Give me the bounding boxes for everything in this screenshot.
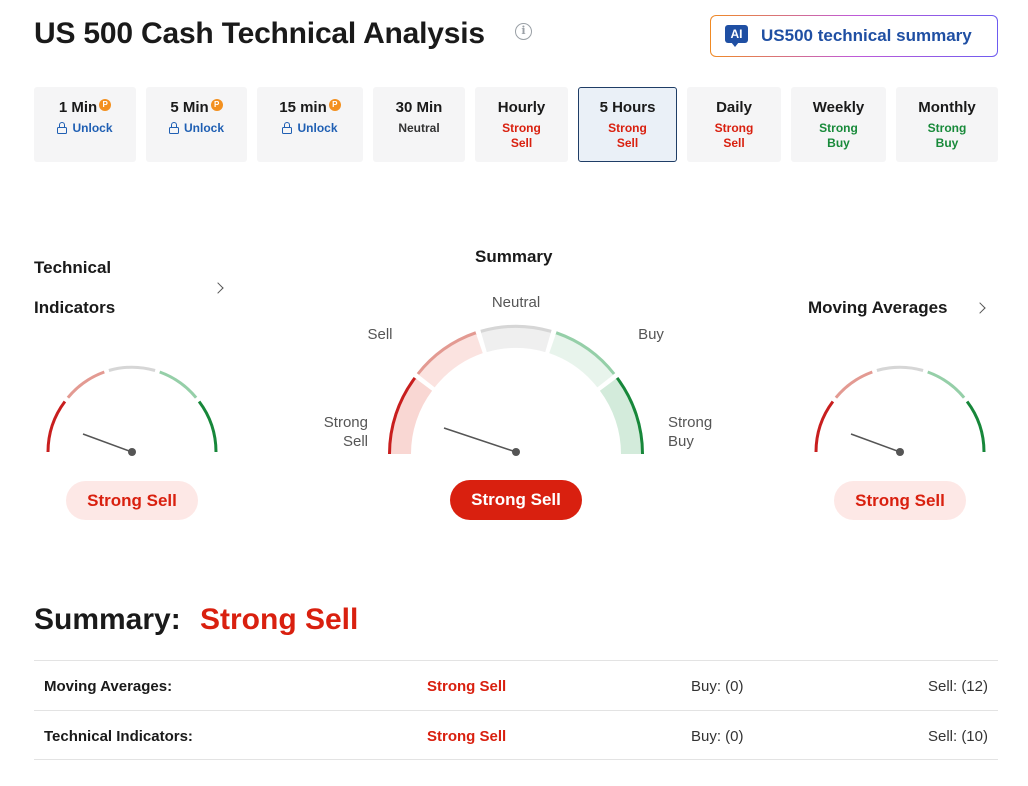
gauge-pivot [512,448,520,456]
row-name: Technical Indicators: [44,728,193,745]
info-icon[interactable]: i [515,23,532,40]
gauge-label-sell: Sell [367,326,393,343]
ai-button-label: US500 technical summary [761,26,972,45]
summary-row-moving-averages: Moving Averages: Strong Sell Buy: (0) Se… [34,660,998,710]
premium-icon: P [328,99,341,111]
summary-heading: Summary: [34,603,181,636]
summary-outer-strong-sell [387,376,417,455]
timeframe-status: Strong Sell [608,121,647,150]
gauge-needle [850,433,901,453]
timeframe-status: Neutral [398,121,440,135]
row-signal: Strong Sell [427,728,507,745]
timeframe-label: 5 Hours [599,99,656,116]
row-name: Moving Averages: [44,678,173,695]
summary-band-buy [548,334,614,388]
timeframe-label: 15 min [279,99,327,116]
page-title: US 500 Cash Technical Analysis [34,17,485,50]
row-buy-count: Buy: (0) [691,728,744,745]
summary-gauge [387,324,645,456]
timeframe-tab-5hours[interactable]: 5 Hours Strong Sell [578,87,677,162]
lock-icon [168,122,179,134]
summary-band-neutral [481,327,551,353]
summary-table: Moving Averages: Strong Sell Buy: (0) Se… [34,660,998,760]
timeframe-label: 5 Min [170,99,209,116]
timeframe-status: Strong Buy [819,121,858,150]
row-signal: Strong Sell [427,678,507,695]
technical-indicators-gauge [46,365,218,456]
timeframe-tab-hourly[interactable]: Hourly Strong Sell [475,87,568,162]
summary-outer-sell [416,331,477,376]
summary-band-strong-buy [599,378,642,455]
summary-outer-neutral [480,324,552,334]
moving-averages-title[interactable]: Moving Averages [808,298,948,317]
gauge-needle [443,427,517,453]
summary-outer-buy [555,331,616,376]
gauge-label-strong-sell: Strong Sell [323,414,368,450]
summary-band-sell [418,334,484,388]
lock-icon [282,122,293,134]
gauge-segment-strong-buy [965,400,986,453]
timeframe-label: Monthly [918,99,976,116]
timeframe-label: 1 Min [58,99,98,116]
timeframe-status: Strong Sell [714,121,754,150]
gauge-segment-strong-sell [814,400,835,453]
timeframe-tab-weekly[interactable]: Weekly Strong Buy [791,87,886,162]
timeframe-label: Weekly [812,99,865,116]
summary-gauge-title: Summary [475,247,553,266]
gauge-segment-strong-buy [197,400,218,453]
timeframe-tab-30min[interactable]: 30 Min Neutral [373,87,465,162]
moving-averages-result: Strong Sell [834,481,966,520]
technical-indicators-title[interactable]: Technical [34,258,112,277]
timeframe-tab-5min[interactable]: 5 Min P Unlock [146,87,247,162]
timeframe-label: Hourly [497,99,546,116]
gauge-label-buy: Buy [638,326,664,343]
timeframe-label: 30 Min [395,99,443,116]
gauge-pivot [896,448,904,456]
gauge-segment-strong-sell [46,400,67,453]
timeframe-tab-15min[interactable]: 15 min P Unlock [257,87,363,162]
row-sell-count: Sell: (12) [927,678,988,695]
premium-icon: P [210,99,223,111]
gauge-needle [82,433,133,453]
row-sell-count: Sell: (10) [927,728,988,745]
timeframe-tab-monthly[interactable]: Monthly Strong Buy [896,87,998,162]
timeframe-status: Strong Buy [927,121,967,150]
chevron-right-icon[interactable] [212,282,224,294]
gauge-segment-neutral [108,365,156,372]
gauge-segment-neutral [876,365,924,372]
moving-averages-gauge [814,365,986,456]
chevron-right-icon[interactable] [974,302,986,314]
lock-icon [57,122,68,134]
unlock-link[interactable]: Unlock [258,121,362,136]
technical-indicators-result: Strong Sell [66,481,198,520]
gauge-segment-buy [159,370,198,399]
row-buy-count: Buy: (0) [691,678,744,695]
summary-band-strong-sell [390,378,433,455]
gauge-segment-buy [927,370,966,399]
summary-row-technical-indicators: Technical Indicators: Strong Sell Buy: (… [34,710,998,760]
unlock-link[interactable]: Unlock [35,121,135,136]
premium-icon: P [99,99,112,111]
gauge-pivot [128,448,136,456]
summary-value: Strong Sell [200,603,359,636]
gauge-label-neutral: Neutral [491,294,541,311]
timeframe-label: Daily [716,99,752,116]
summary-outer-strong-buy [615,376,645,455]
timeframe-status: Strong Sell [502,121,541,150]
timeframe-tab-daily[interactable]: Daily Strong Sell [687,87,781,162]
gauge-label-strong-buy: Strong Buy [668,414,713,450]
ai-technical-summary-button[interactable]: AI US500 technical summary [710,15,998,57]
gauge-segment-sell [66,370,105,399]
unlock-link[interactable]: Unlock [147,121,246,136]
summary-gauge-result: Strong Sell [450,480,582,520]
gauge-segment-sell [834,370,873,399]
timeframe-tab-1min[interactable]: 1 Min P Unlock [34,87,136,162]
technical-indicators-title-line2[interactable]: Indicators [34,298,116,317]
ai-chat-icon: AI [725,25,749,47]
